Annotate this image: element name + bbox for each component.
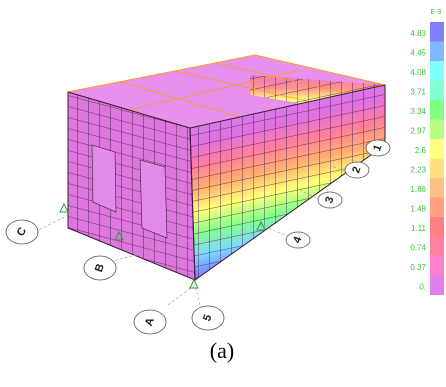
legend-label: 0.74 (410, 243, 426, 252)
legend-label: 0. (419, 282, 426, 291)
legend-swatch (430, 256, 444, 276)
legend-label: 1.48 (410, 204, 426, 213)
legend-swatch (430, 198, 444, 218)
legend-swatch (430, 159, 444, 179)
legend-swatch (430, 237, 444, 257)
legend: E-3 4.83 4.45 4.08 3.71 3.34 2.97 2.6 2.23 1.86 1… (410, 9, 444, 295)
legend-swatch (430, 100, 444, 120)
legend-label: 3.34 (410, 107, 426, 116)
legend-label: 4.08 (410, 68, 426, 77)
legend-label: 2.6 (415, 146, 427, 155)
legend-label: 2.23 (410, 165, 426, 174)
legend-swatch (430, 139, 444, 159)
legend-swatch (430, 22, 444, 42)
legend-label: 4.45 (410, 48, 426, 57)
legend-label: 1.86 (410, 185, 426, 194)
legend-swatch (430, 120, 444, 140)
legend-swatch (430, 81, 444, 101)
legend-swatch (430, 42, 444, 62)
opening (140, 160, 167, 238)
legend-title: E-3 (431, 9, 442, 16)
legend-swatch (430, 61, 444, 81)
legend-label: 4.83 (410, 29, 426, 38)
legend-label: 2.97 (410, 126, 426, 135)
legend-label: 0.37 (410, 263, 426, 272)
legend-swatch (430, 217, 444, 237)
caption: (a) (210, 338, 234, 363)
legend-label: 1.11 (411, 224, 427, 233)
figure: CBA54321 E-3 4.834.454.083.713.342.972.6… (0, 0, 446, 387)
legend-swatch (430, 178, 444, 198)
legend-swatch (430, 276, 444, 296)
opening (92, 145, 116, 212)
legend-label: 3.71 (410, 87, 426, 96)
